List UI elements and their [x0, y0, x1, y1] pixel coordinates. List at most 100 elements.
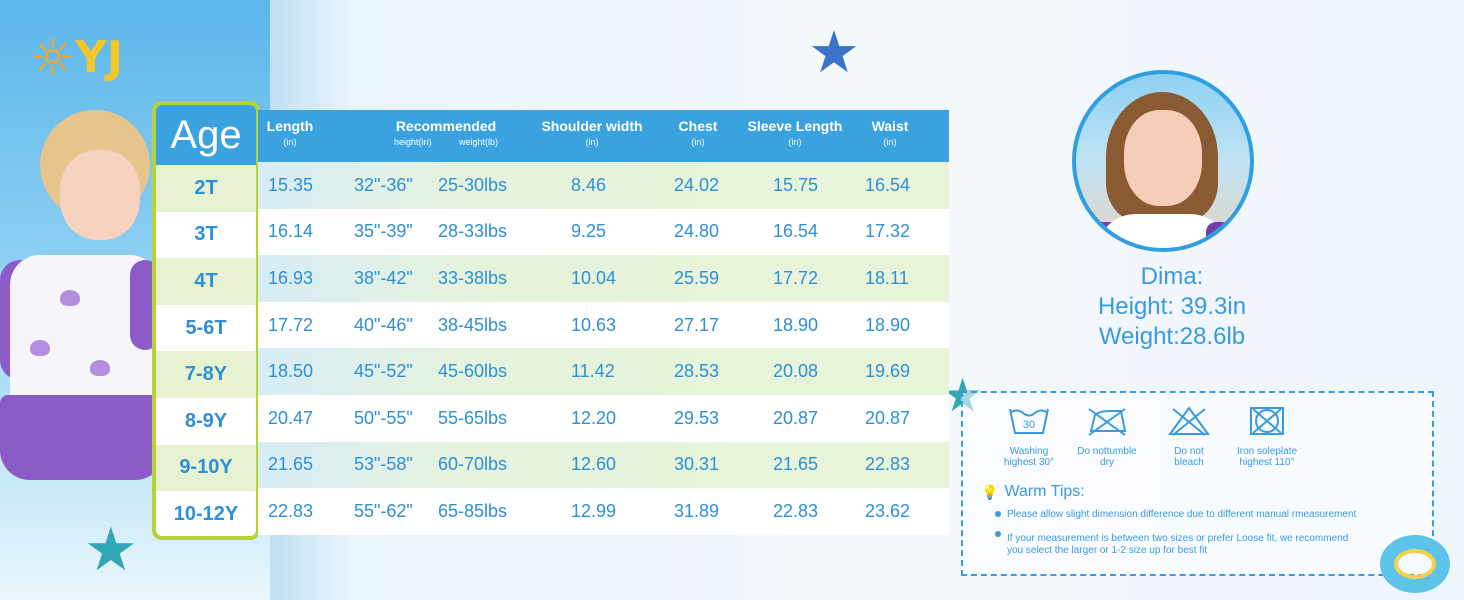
- cell-sleeve: 21.65: [773, 454, 819, 475]
- table-row: 17.72 40"-46" 38-45lbs 10.63 27.17 18.90 18.90: [258, 301, 949, 349]
- cell-height: 45"-52": [354, 361, 413, 382]
- cell-chest: 31.89: [674, 500, 720, 521]
- model-face: [1124, 110, 1202, 206]
- cell-length: 20.47: [268, 407, 314, 428]
- cell-weight: 65-85lbs: [438, 500, 508, 521]
- care-instructions-box: 30 Washing highest 30° Do nottumble dry …: [961, 391, 1434, 576]
- tip-text: If your measurement is between two sizes…: [1007, 533, 1349, 544]
- cell-waist: 22.83: [865, 454, 911, 475]
- care-label: Iron soleplate: [1236, 446, 1298, 457]
- column-header-waist: Waist (in): [862, 118, 918, 147]
- column-unit: (in): [788, 137, 802, 147]
- column-unit: (in): [883, 137, 897, 147]
- cell-shoulder: 10.63: [571, 314, 617, 335]
- cell-sleeve: 15.75: [773, 174, 819, 195]
- cell-weight: 25-30lbs: [438, 174, 508, 195]
- column-header-length: Length (in): [262, 118, 318, 147]
- model-sleeve: [1206, 222, 1236, 248]
- age-header: Age: [156, 105, 256, 165]
- starfish-icon: ★: [84, 516, 138, 583]
- column-header-chest: Chest (in): [668, 118, 728, 147]
- lightbulb-icon: 💡: [981, 483, 999, 500]
- butterfly-print-icon: [60, 290, 80, 306]
- cell-waist: 23.62: [865, 500, 911, 521]
- column-sub-height: height(in): [393, 137, 432, 147]
- column-unit: (in): [283, 137, 297, 147]
- cell-waist: 18.90: [865, 314, 911, 335]
- table-body: 15.35 32"-36" 25-30lbs 8.46 24.02 15.75 16.54 1…: [258, 162, 949, 535]
- model-weight: Weight:28.6lb: [1098, 323, 1246, 350]
- cell-height: 38"-42": [354, 267, 413, 288]
- care-item-washing: 30 Washing highest 30°: [999, 405, 1059, 468]
- cell-sleeve: 22.83: [773, 500, 819, 521]
- cell-length: 16.14: [268, 221, 314, 242]
- cell-weight: 28-33lbs: [438, 221, 508, 242]
- care-item-iron: Iron soleplate highest 110°: [1227, 405, 1307, 468]
- table-row: 18.50 45"-52" 45-60lbs 11.42 28.53 20.08 19.69: [258, 348, 949, 395]
- column-sub-weight: weight(lb): [459, 137, 499, 147]
- column-header-sleeve: Sleeve Length (in): [740, 118, 850, 147]
- cell-shoulder: 9.25: [571, 221, 607, 242]
- cell-length: 15.35: [268, 174, 314, 195]
- no-tumble-dry-icon: [1088, 408, 1127, 436]
- care-label: highest 30°: [1003, 457, 1055, 468]
- cell-length: 16.93: [268, 267, 314, 288]
- cell-weight: 60-70lbs: [438, 454, 508, 475]
- cell-height: 50"-55": [354, 407, 413, 428]
- cell-chest: 25.59: [674, 267, 720, 288]
- child-face: [60, 150, 140, 240]
- model-photo: [1076, 74, 1250, 248]
- cell-height: 53"-58": [354, 454, 413, 475]
- cell-height: 32"-36": [354, 174, 413, 195]
- iron-110-icon: [1250, 407, 1284, 435]
- cell-shoulder: 10.04: [571, 267, 617, 288]
- table-row: 22.83 55"-62" 65-85lbs 12.99 31.89 22.83 23.62: [258, 488, 949, 535]
- size-table: Length (in) Recommended height(in) weigh…: [258, 110, 949, 535]
- cell-length: 21.65: [268, 454, 314, 475]
- table-header: Length (in) Recommended height(in) weigh…: [258, 110, 949, 162]
- cell-shoulder: 12.20: [571, 407, 617, 428]
- table-row: 15.35 32"-36" 25-30lbs 8.46 24.02 15.75 16.54: [258, 162, 949, 209]
- column-unit: (in): [585, 137, 599, 147]
- cell-height: 40"-46": [354, 314, 413, 335]
- cell-chest: 27.17: [674, 314, 720, 335]
- care-label: dry: [1100, 457, 1114, 468]
- table-row: 16.14 35"-39" 28-33lbs 9.25 24.80 16.54 17.32: [258, 208, 949, 256]
- care-label: Do not: [1174, 446, 1204, 457]
- care-item-tumble: Do nottumble dry: [1067, 405, 1147, 468]
- model-info: Dima: Height: 39.3in Weight:28.6lb: [1060, 262, 1284, 352]
- svg-text:30: 30: [1023, 419, 1035, 431]
- age-cell: 5-6T: [185, 316, 227, 339]
- cell-waist: 19.69: [865, 361, 911, 382]
- model-name: Dima:: [1140, 263, 1204, 290]
- cell-shoulder: 8.46: [571, 174, 607, 195]
- tip-text: Please allow slight dimension difference…: [1007, 509, 1357, 520]
- cell-waist: 17.32: [865, 221, 911, 242]
- age-cell: 3T: [194, 223, 218, 246]
- cell-waist: 16.54: [865, 174, 911, 195]
- brand-logo: ☼ YJ: [30, 32, 123, 83]
- table-row: 16.93 38"-42" 33-38lbs 10.04 25.59 17.72 18.11: [258, 255, 949, 302]
- table-row: 20.47 50"-55" 55-65lbs 12.20 29.53 20.87 20.87: [258, 394, 949, 442]
- column-label: Sleeve Length: [747, 118, 843, 134]
- washing-30-icon: 30: [1009, 408, 1049, 434]
- model-height: Height: 39.3in: [1097, 293, 1247, 320]
- age-cell: 7-8Y: [156, 351, 256, 398]
- column-subheaders: height(in) weight(lb): [346, 137, 546, 147]
- age-cell: 9-10Y: [156, 444, 256, 492]
- column-header-recommended: Recommended height(in) weight(lb): [346, 118, 546, 147]
- cell-sleeve: 17.72: [773, 267, 819, 288]
- cell-waist: 20.87: [865, 407, 911, 428]
- column-label: Length: [266, 118, 314, 134]
- cell-length: 22.83: [268, 500, 314, 521]
- cell-sleeve: 20.08: [773, 361, 819, 382]
- tip-text: you select the larger or 1-2 size up for…: [1007, 545, 1208, 556]
- column-unit: (in): [691, 137, 705, 147]
- cell-height: 35"-39": [354, 221, 413, 242]
- column-label: Waist: [871, 118, 909, 134]
- child-skirt: [0, 395, 165, 480]
- age-cell: 4T: [156, 258, 256, 305]
- bullet-icon: [995, 511, 1001, 517]
- care-label: highest 110°: [1239, 457, 1295, 468]
- model-avatar: [1072, 70, 1254, 252]
